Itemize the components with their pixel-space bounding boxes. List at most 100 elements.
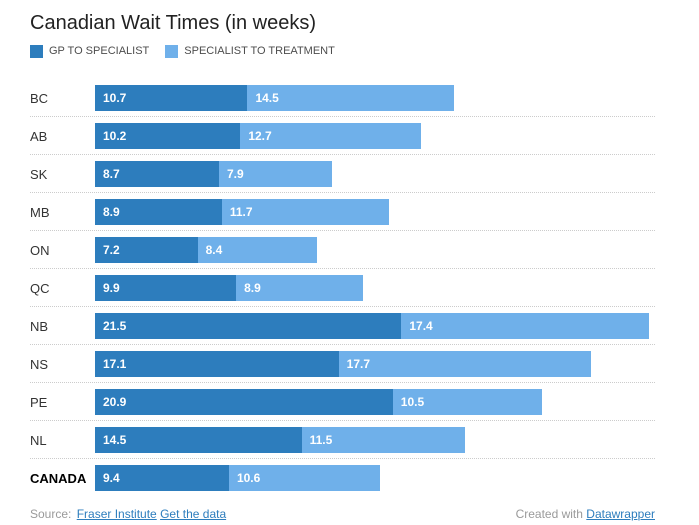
- value-label: 11.5: [309, 433, 333, 447]
- value-label: 14.5: [103, 433, 127, 447]
- bar-segment-gp-to-specialist[interactable]: 14.5: [95, 427, 302, 453]
- bar-segment-gp-to-specialist[interactable]: 9.9: [95, 275, 237, 301]
- bar-segment-specialist-to-treatment[interactable]: 14.5: [247, 85, 455, 111]
- datawrapper-link[interactable]: Datawrapper: [586, 507, 655, 521]
- value-label: 8.7: [103, 167, 120, 181]
- bar-track: 8.9 11.7: [95, 199, 655, 225]
- row-label: BC: [30, 90, 49, 106]
- bar-segment-gp-to-specialist[interactable]: 8.7: [95, 161, 219, 187]
- source-link[interactable]: Fraser Institute: [76, 507, 157, 521]
- bar-track: 17.1 17.7: [95, 351, 655, 377]
- value-label: 10.7: [103, 91, 127, 105]
- legend-swatch-icon: [30, 44, 43, 58]
- row-label: ON: [30, 242, 50, 258]
- bar-segment-gp-to-specialist[interactable]: 21.5: [95, 313, 402, 339]
- bar-segment-specialist-to-treatment[interactable]: 12.7: [240, 123, 422, 149]
- value-label: 10.6: [236, 471, 261, 485]
- row-label: MB: [30, 204, 50, 220]
- bar-segment-gp-to-specialist[interactable]: 8.9: [95, 199, 222, 225]
- legend-label: GP TO SPECIALIST: [49, 45, 150, 57]
- value-label: 8.9: [103, 205, 120, 219]
- get-the-data-link[interactable]: Get the data: [160, 507, 227, 521]
- bar-row-pe: PE 20.9 10.5: [30, 389, 655, 415]
- bar-row-mb: MB 8.9 11.7: [30, 199, 655, 225]
- footer: Source: Fraser Institute Get the data Cr…: [30, 507, 655, 521]
- bar-segment-specialist-to-treatment[interactable]: 10.5: [392, 389, 543, 415]
- value-label: 17.7: [346, 357, 371, 371]
- row-label: AB: [30, 128, 48, 144]
- bar-track: 9.4 10.6: [95, 465, 655, 491]
- row-label: PE: [30, 394, 48, 410]
- bar-track: 7.2 8.4: [95, 237, 655, 263]
- legend-item-gp-to-specialist: GP TO SPECIALIST: [30, 44, 150, 58]
- legend-swatch-icon: [165, 44, 179, 58]
- row-separator: [30, 192, 655, 193]
- row-separator: [30, 116, 655, 117]
- row-separator: [30, 230, 655, 231]
- bar-segment-gp-to-specialist[interactable]: 17.1: [95, 351, 339, 377]
- row-separator: [30, 344, 655, 345]
- row-label: NS: [30, 356, 49, 372]
- row-separator: [30, 420, 655, 421]
- row-separator: [30, 458, 655, 459]
- bar-track: 20.9 10.5: [95, 389, 655, 415]
- bar-segment-gp-to-specialist[interactable]: 7.2: [95, 237, 198, 263]
- bar-track: 21.5 17.4: [95, 313, 655, 339]
- bar-row-ns: NS 17.1 17.7: [30, 351, 655, 377]
- bar-row-sk: SK 8.7 7.9: [30, 161, 655, 187]
- bar-row-nb: NB 21.5 17.4: [30, 313, 655, 339]
- bar-row-bc: BC 10.7 14.5: [30, 85, 655, 111]
- row-separator: [30, 268, 655, 269]
- value-label: 8.9: [244, 281, 261, 295]
- source-label: Source:: [30, 507, 72, 521]
- value-label: 11.7: [229, 205, 253, 219]
- value-label: 12.7: [248, 129, 272, 143]
- row-label: NL: [30, 432, 47, 448]
- value-label: 10.5: [400, 395, 425, 409]
- value-label: 7.2: [103, 243, 120, 257]
- bar-row-canada: CANADA 9.4 10.6: [30, 465, 655, 491]
- bar-segment-specialist-to-treatment[interactable]: 11.5: [301, 427, 466, 453]
- bar-segment-specialist-to-treatment[interactable]: 11.7: [221, 199, 389, 225]
- row-separator: [30, 154, 655, 155]
- bar-segment-specialist-to-treatment[interactable]: 8.4: [197, 237, 318, 263]
- footer-source: Source: Fraser Institute Get the data: [30, 507, 226, 521]
- row-separator: [30, 382, 655, 383]
- legend-label: SPECIALIST TO TREATMENT: [184, 45, 335, 57]
- value-label: 17.4: [409, 319, 433, 333]
- row-label: QC: [30, 280, 50, 296]
- bar-row-ab: AB 10.2 12.7: [30, 123, 655, 149]
- row-label: SK: [30, 166, 48, 182]
- credit-label: Created with: [515, 507, 583, 521]
- bar-segment-specialist-to-treatment[interactable]: 8.9: [236, 275, 363, 301]
- value-label: 21.5: [103, 319, 127, 333]
- chart-title: Canadian Wait Times (in weeks): [30, 12, 317, 34]
- bar-segment-specialist-to-treatment[interactable]: 17.7: [338, 351, 591, 377]
- value-label: 20.9: [103, 395, 127, 409]
- legend-item-specialist-to-treatment: SPECIALIST TO TREATMENT: [165, 44, 335, 58]
- value-label: 7.9: [226, 167, 244, 181]
- bar-segment-gp-to-specialist[interactable]: 9.4: [95, 465, 229, 491]
- bar-segment-specialist-to-treatment[interactable]: 17.4: [401, 313, 650, 339]
- value-label: 14.5: [255, 91, 279, 105]
- bar-track: 10.2 12.7: [95, 123, 655, 149]
- bar-segment-gp-to-specialist[interactable]: 10.7: [95, 85, 248, 111]
- bar-track: 10.7 14.5: [95, 85, 655, 111]
- bar-segment-specialist-to-treatment[interactable]: 7.9: [218, 161, 332, 187]
- bar-segment-gp-to-specialist[interactable]: 20.9: [95, 389, 393, 415]
- value-label: 8.4: [205, 243, 223, 257]
- row-separator: [30, 306, 655, 307]
- value-label: 9.9: [103, 281, 120, 295]
- legend: GP TO SPECIALIST SPECIALIST TO TREATMENT: [30, 44, 655, 58]
- bar-segment-specialist-to-treatment[interactable]: 10.6: [228, 465, 380, 491]
- value-label: 9.4: [103, 471, 120, 485]
- bar-track: 9.9 8.9: [95, 275, 655, 301]
- bar-track: 14.5 11.5: [95, 427, 655, 453]
- bar-row-on: ON 7.2 8.4: [30, 237, 655, 263]
- bar-track: 8.7 7.9: [95, 161, 655, 187]
- bar-segment-gp-to-specialist[interactable]: 10.2: [95, 123, 241, 149]
- footer-credit: Created with Datawrapper: [516, 507, 655, 521]
- stacked-bar-chart: BC 10.7 14.5 AB 10.2 12.7 SK 8.7 7.9 MB 8.9 11.7 ON 7…: [30, 85, 655, 491]
- row-label: CANADA: [30, 470, 87, 486]
